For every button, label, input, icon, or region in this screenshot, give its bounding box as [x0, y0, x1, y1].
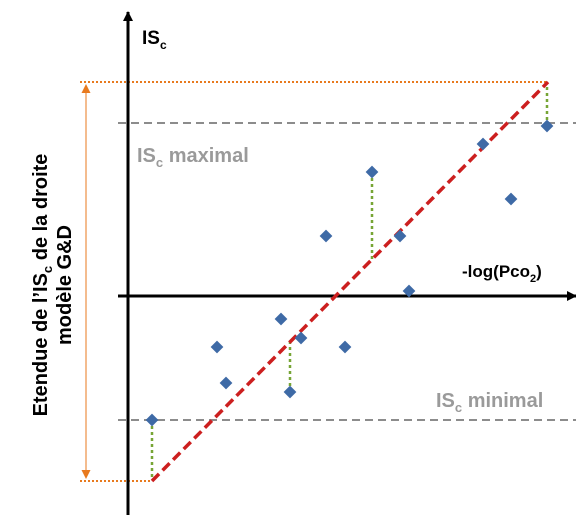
- isc-min-label: ISc minimal: [436, 390, 543, 415]
- data-point: [319, 229, 333, 243]
- isc-max-main: IS: [137, 145, 156, 167]
- range-label-line1-sub: c: [40, 266, 55, 273]
- isc-min-sub: c: [455, 400, 462, 415]
- y-axis-label-sub: c: [160, 38, 167, 52]
- y-axis-label: ISc: [142, 28, 167, 52]
- isc-max-label: ISc maximal: [137, 145, 249, 170]
- data-point: [145, 413, 159, 427]
- range-label-line1-b: de la droite: [30, 154, 52, 266]
- data-point: [365, 165, 379, 179]
- isc-max-sub: c: [156, 155, 163, 170]
- data-point: [540, 119, 554, 133]
- data-point: [393, 229, 407, 243]
- range-indicator: [80, 81, 548, 482]
- x-axis-label-suffix: ): [536, 262, 542, 281]
- data-point: [476, 137, 490, 151]
- regression-line: [150, 80, 550, 483]
- isc-max-text: maximal: [163, 145, 249, 167]
- data-point: [338, 340, 352, 354]
- range-label-line1: Etendue de l’ISc de la droite: [30, 154, 55, 417]
- range-label-line2: modèle G&D: [54, 225, 76, 345]
- isc-min-text: minimal: [462, 390, 543, 412]
- x-axis-label-sub: 2: [530, 273, 536, 285]
- data-point: [274, 312, 288, 326]
- data-point: [294, 331, 308, 345]
- x-axis-label-prefix: -log(Pco: [462, 262, 530, 281]
- data-point: [210, 340, 224, 354]
- isc-min-main: IS: [436, 390, 455, 412]
- data-points: [145, 119, 554, 427]
- x-axis-label: -log(Pco2): [462, 262, 542, 285]
- residuals: [150, 84, 549, 480]
- data-point: [402, 284, 416, 298]
- data-point: [219, 376, 233, 390]
- y-axis-label-main: IS: [142, 28, 160, 49]
- data-point: [283, 385, 297, 399]
- range-label-line1-a: Etendue de l’IS: [30, 273, 52, 416]
- range-label: Etendue de l’ISc de la droite modèle G&D: [30, 154, 76, 417]
- data-point: [504, 192, 518, 206]
